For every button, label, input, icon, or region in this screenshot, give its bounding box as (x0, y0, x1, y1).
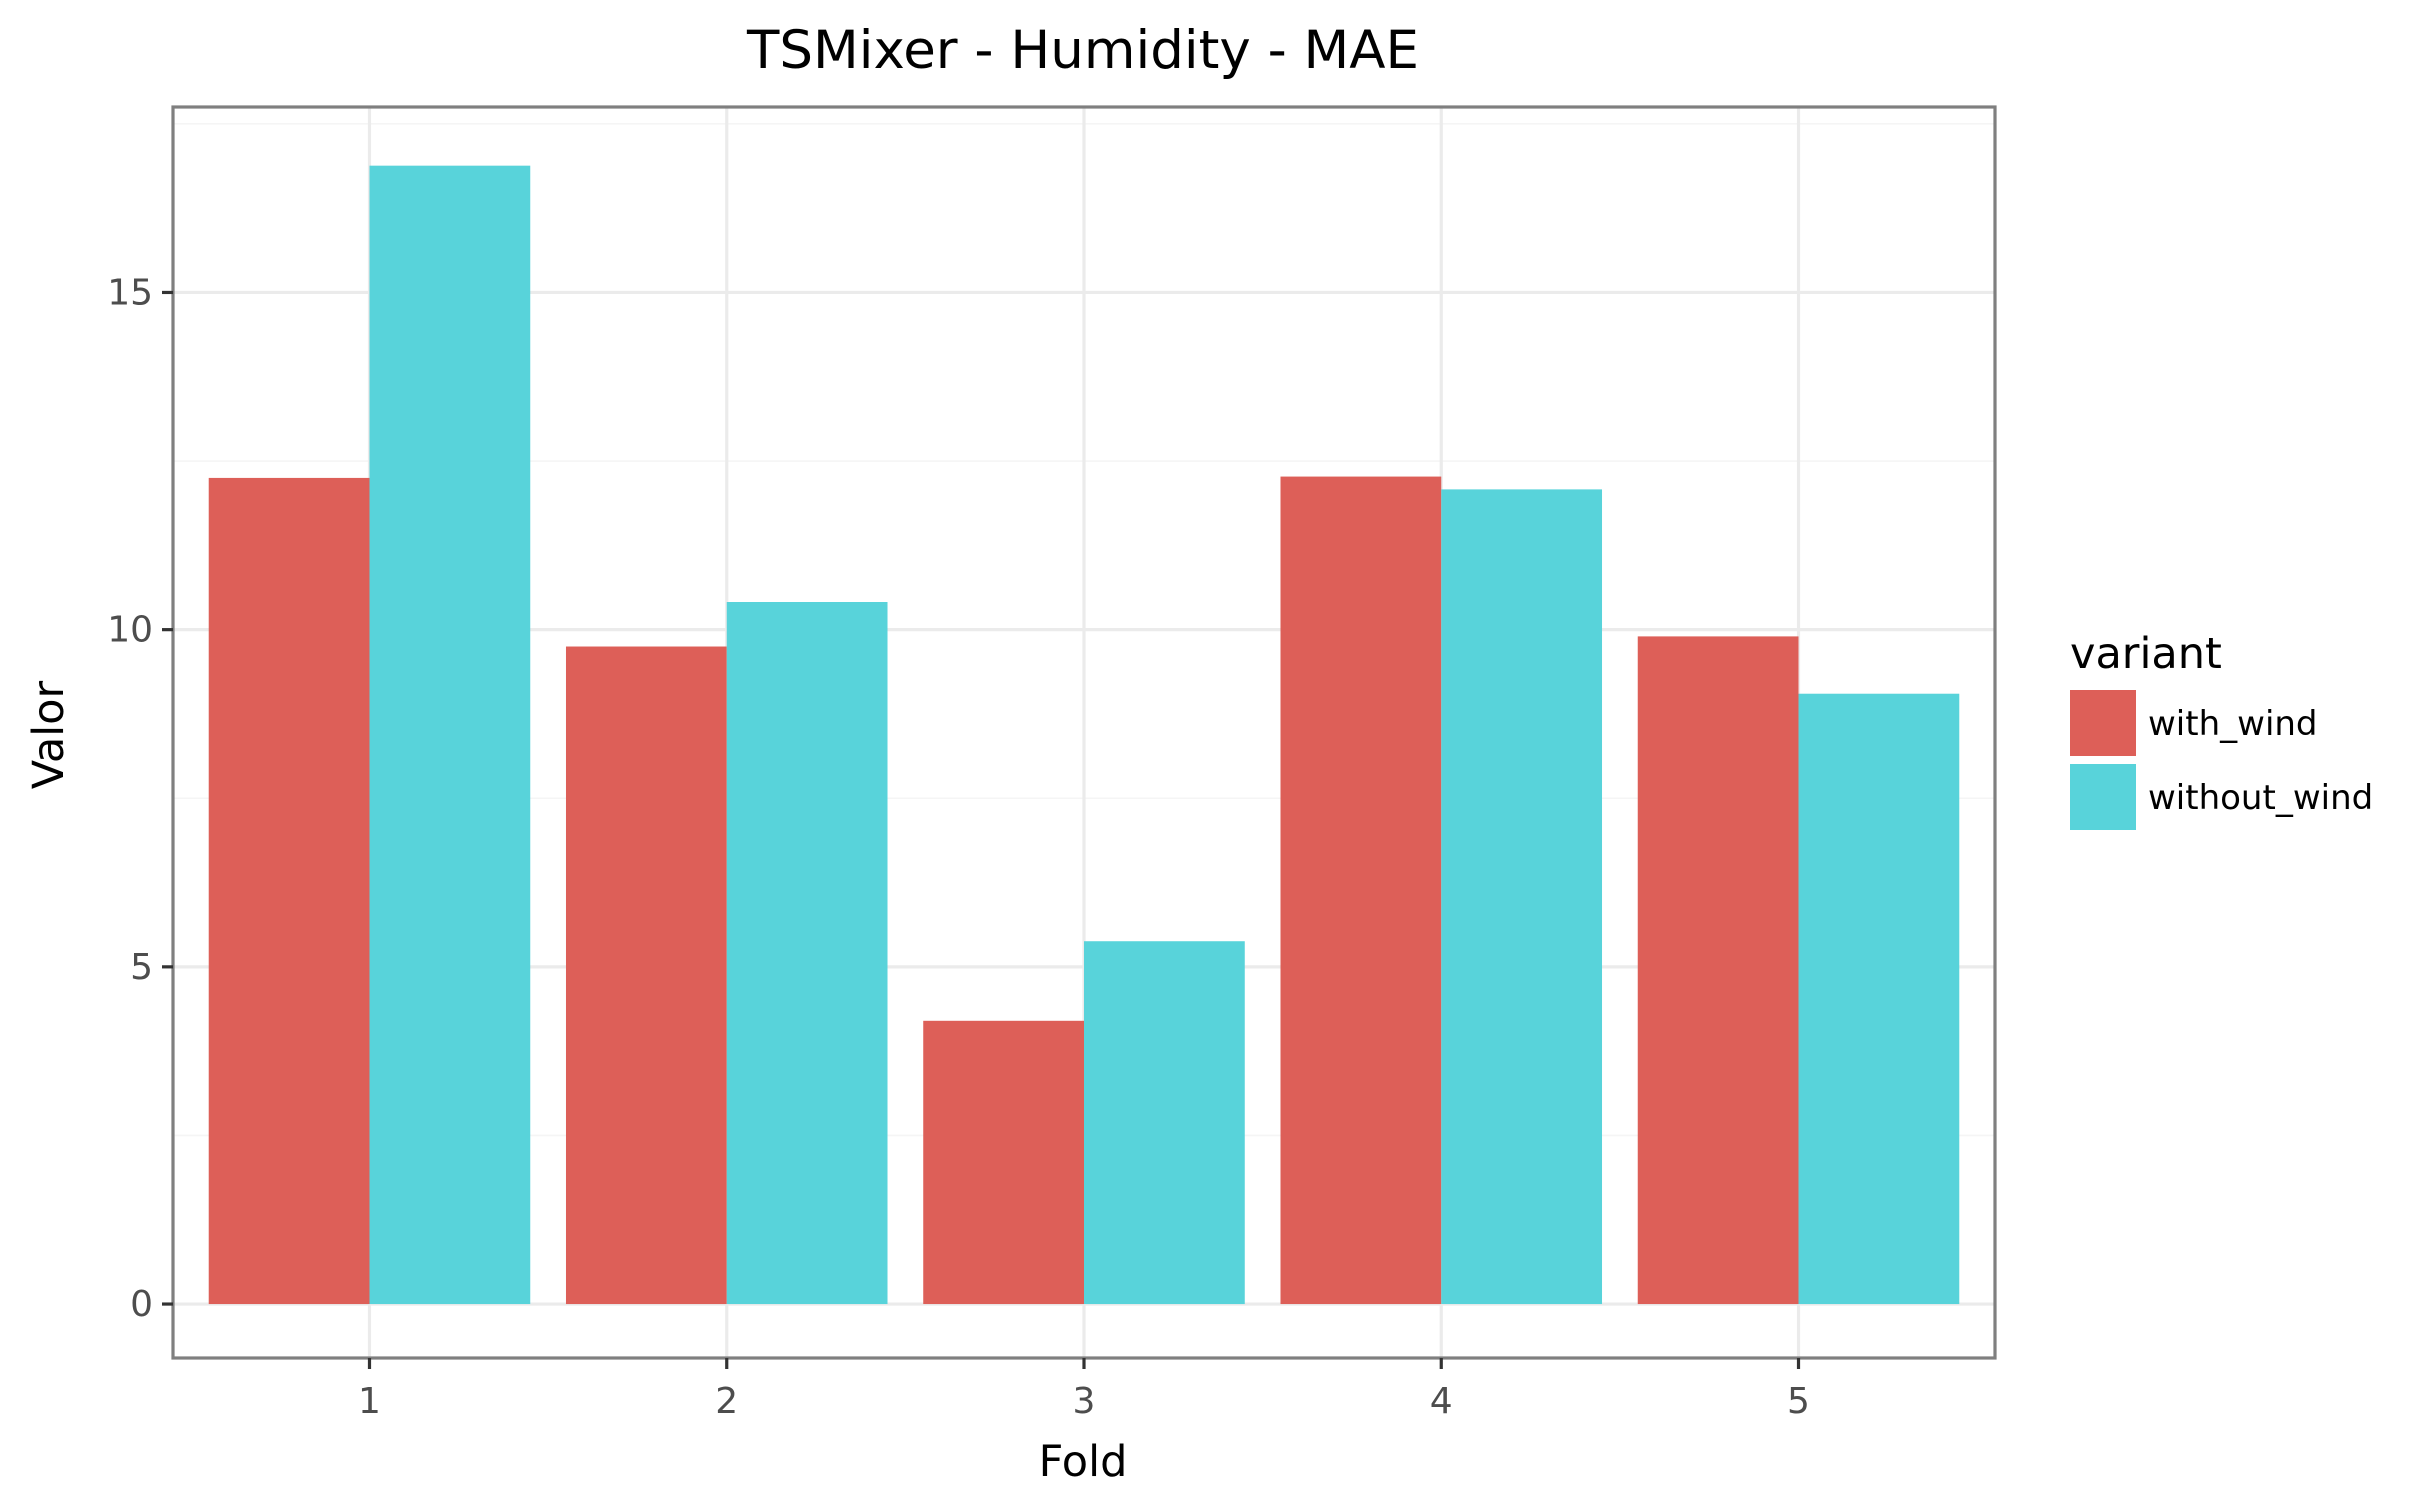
bar-with_wind-fold-4 (1280, 476, 1442, 1305)
x-tick-label: 2 (715, 1381, 738, 1422)
bar-without_wind-fold-3 (1084, 941, 1245, 1305)
legend-items: with_wind without_wind (2070, 690, 2373, 830)
y-tick-label: 5 (130, 947, 153, 988)
bar-with_wind-fold-1 (208, 477, 370, 1305)
legend-key-without_wind (2070, 764, 2136, 830)
bar-without_wind-fold-5 (1798, 693, 1960, 1305)
legend-title: variant (2070, 629, 2222, 679)
x-axis-title: Fold (1039, 1437, 1128, 1487)
bar-with_wind-fold-2 (565, 646, 727, 1305)
legend-label-without_wind: without_wind (2148, 778, 2373, 818)
y-axis-title: Valor (24, 681, 74, 790)
x-axis: 1 2 3 4 5 (358, 1358, 1810, 1422)
legend-label-with_wind: with_wind (2148, 704, 2318, 744)
bar-without_wind-fold-4 (1441, 489, 1603, 1305)
y-tick-label: 15 (107, 272, 153, 313)
legend: variant with_wind without_wind (2070, 629, 2373, 830)
x-tick-label: 3 (1073, 1381, 1096, 1422)
legend-key-with_wind (2070, 690, 2136, 756)
bar-without_wind-fold-1 (369, 165, 531, 1305)
plot-area: 0 5 10 15 1 2 3 4 5 (107, 105, 1997, 1422)
x-tick-label: 5 (1787, 1381, 1810, 1422)
chart-title: TSMixer - Humidity - MAE (746, 20, 1419, 81)
bars (208, 165, 1960, 1305)
y-tick-label: 0 (130, 1284, 153, 1325)
y-tick-label: 10 (107, 610, 153, 651)
x-tick-label: 1 (358, 1381, 381, 1422)
bar-with_wind-fold-3 (923, 1020, 1084, 1305)
bar-with_wind-fold-5 (1637, 636, 1799, 1305)
y-axis: 0 5 10 15 (107, 272, 173, 1325)
bar-without_wind-fold-2 (726, 602, 888, 1305)
x-tick-label: 4 (1430, 1381, 1453, 1422)
